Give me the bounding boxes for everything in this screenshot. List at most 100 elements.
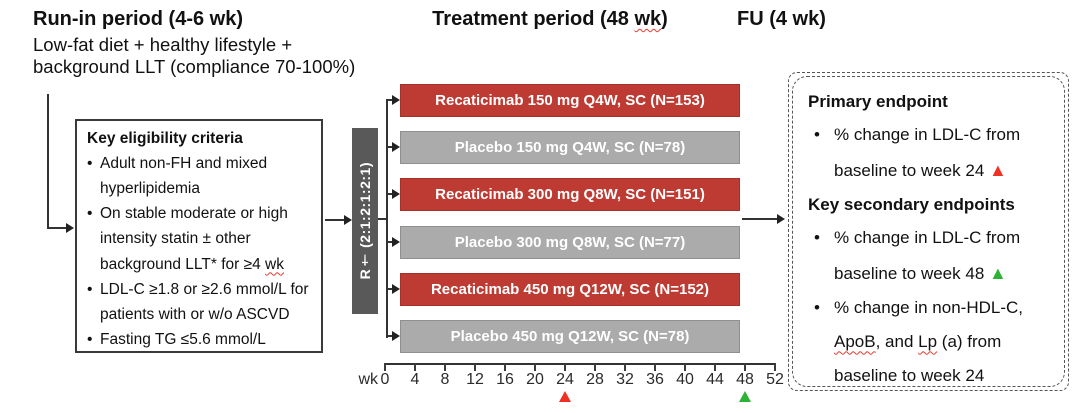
bullet-icon: •	[87, 155, 93, 173]
follow-up-title: FU (4 wk)	[737, 8, 826, 30]
endpoint-item-text: % change in non-HDL-C, ApoB, and Lp (a) …	[834, 298, 1023, 385]
branch-connector-line	[386, 99, 394, 101]
text-segment: Treatment period (48	[432, 8, 635, 30]
week-axis-unit-label: wk	[358, 371, 378, 388]
axis-tick-label: 32	[616, 371, 634, 388]
endpoint-item-text: % change in LDL-C from baseline to week …	[834, 228, 1020, 283]
axis-tick	[684, 363, 686, 371]
text-segment: Lp	[918, 332, 938, 352]
endpoint-item: • % change in LDL-C from baseline to week…	[808, 118, 1052, 188]
branch-trunk-line	[386, 100, 388, 338]
arrow-right-icon	[344, 215, 352, 225]
axis-tick	[474, 363, 476, 371]
arrow-right-icon	[777, 214, 785, 224]
week-24-triangle-marker	[559, 391, 571, 402]
arrow-right-icon	[392, 142, 400, 152]
arm-label: Placebo 150 mg Q4W, SC (N=78)	[454, 139, 686, 156]
axis-tick-label: 48	[736, 371, 754, 388]
eligibility-item: • Fasting TG ≤5.6 mmol/L	[87, 327, 311, 352]
arrow-right-icon	[392, 95, 400, 105]
eligibility-item: • On stable moderate or high intensity st…	[87, 201, 311, 276]
arrow-right-icon	[392, 189, 400, 199]
arm-label: Recaticimab 300 mg Q8W, SC (N=151)	[435, 186, 705, 203]
arm-label: Recaticimab 450 mg Q12W, SC (N=152)	[430, 281, 710, 298]
placebo-arm-bar: Placebo 300 mg Q8W, SC (N=77)	[400, 226, 740, 259]
treatment-period-title: Treatment period (48 wk)	[390, 8, 710, 31]
branch-connector-line	[386, 241, 394, 243]
treatment-arm-bar: Recaticimab 300 mg Q8W, SC (N=151)	[400, 178, 740, 211]
branch-connector-line	[386, 288, 394, 290]
eligibility-item-text: On stable moderate or high intensity sta…	[100, 205, 288, 272]
eligibility-item: • LDL-C ≥1.8 or ≥2.6 mmol/L for patients …	[87, 277, 311, 327]
eligibility-list: • Adult non-FH and mixed hyperlipidemia • O…	[87, 151, 311, 352]
run-in-connector-line	[47, 227, 67, 229]
endpoint-item: • % change in LDL-C from baseline to week…	[808, 221, 1052, 291]
arrow-right-icon	[392, 331, 400, 341]
axis-tick	[564, 363, 566, 371]
treatment-arm-bar: Recaticimab 450 mg Q12W, SC (N=152)	[400, 273, 740, 306]
branch-connector-line	[386, 193, 394, 195]
text-segment: LDL-C ≥1.8 or ≥2.6 mmol/L for patients w…	[100, 280, 309, 323]
randomization-ratio-label: R† (2:1:2:1:2:1)	[357, 162, 373, 280]
axis-tick	[594, 363, 596, 371]
eligibility-item-text: Fasting TG ≤5.6 mmol/L	[100, 331, 266, 348]
endpoint-section-title: Primary endpoint	[808, 92, 948, 111]
flow-connector-line	[742, 218, 778, 220]
branch-connector-line	[378, 218, 388, 220]
eligibility-item-text: Adult non-FH and mixed hyperlipidemia	[100, 155, 267, 197]
axis-tick	[504, 363, 506, 371]
text-segment: (a) from baseline to week 24	[834, 332, 1002, 386]
treatment-arm-bar: Recaticimab 150 mg Q4W, SC (N=153)	[400, 84, 740, 117]
arm-label: Placebo 450 mg Q12W, SC (N=78)	[450, 328, 690, 345]
run-in-connector-line	[47, 94, 49, 229]
axis-tick-label: 36	[646, 371, 664, 388]
axis-tick-label: 8	[440, 371, 450, 388]
bullet-icon: •	[87, 280, 93, 298]
placebo-arm-bar: Placebo 450 mg Q12W, SC (N=78)	[400, 320, 740, 353]
axis-tick-label: 20	[526, 371, 544, 388]
eligibility-item-text: LDL-C ≥1.8 or ≥2.6 mmol/L for patients w…	[100, 281, 309, 323]
text-segment: % change in LDL-C from baseline to week …	[834, 228, 1021, 284]
axis-tick-label: 4	[410, 371, 420, 388]
axis-tick-label: 44	[706, 371, 724, 388]
eligibility-title: Key eligibility criteria	[87, 130, 243, 147]
axis-tick	[714, 363, 716, 371]
axis-tick-label: 24	[556, 371, 574, 388]
bullet-icon: •	[87, 330, 93, 348]
run-in-period-title: Run-in period (4-6 wk)	[33, 8, 243, 30]
endpoint-item: • % change in non-HDL-C, ApoB, and Lp (a)…	[808, 291, 1052, 393]
axis-tick-label: 40	[676, 371, 694, 388]
run-in-period-subtitle: Low-fat diet + healthy lifestyle + backg…	[33, 34, 356, 78]
text-segment: % change in non-HDL-C,	[834, 298, 1023, 318]
placebo-arm-bar: Placebo 150 mg Q4W, SC (N=78)	[400, 131, 740, 164]
eligibility-item: • Adult non-FH and mixed hyperlipidemia	[87, 151, 311, 201]
axis-tick	[624, 363, 626, 371]
text-segment: Adult non-FH and mixed hyperlipidemia	[100, 155, 268, 198]
bullet-icon: •	[814, 228, 820, 248]
text-segment: )	[661, 8, 668, 30]
axis-tick	[744, 363, 746, 371]
week-axis-line	[384, 363, 776, 365]
bullet-icon: •	[814, 125, 820, 145]
axis-tick-label: 28	[586, 371, 604, 388]
text-segment: , and	[875, 332, 919, 352]
arrow-right-icon	[392, 284, 400, 294]
text-segment: ApoB	[834, 332, 876, 352]
flow-connector-line	[325, 219, 345, 221]
endpoints-box: Primary endpoint • % change in LDL-C from …	[788, 72, 1069, 391]
axis-tick	[654, 363, 656, 371]
axis-tick	[444, 363, 446, 371]
randomization-bar: R† (2:1:2:1:2:1)	[352, 128, 378, 314]
axis-tick-label: 0	[380, 371, 390, 388]
endpoints-box-inner: Primary endpoint • % change in LDL-C from …	[792, 76, 1065, 387]
branch-connector-line	[386, 335, 394, 337]
text-segment: On stable moderate or high intensity sta…	[100, 205, 288, 273]
arm-label: Placebo 300 mg Q8W, SC (N=77)	[454, 234, 686, 251]
arrow-right-icon	[66, 223, 74, 233]
triangle-marker-glyph: ▲	[989, 160, 1007, 181]
text-segment: wk	[265, 255, 284, 273]
arrow-right-icon	[392, 237, 400, 247]
axis-tick-label: 16	[496, 371, 514, 388]
triangle-marker-glyph: ▲	[989, 263, 1007, 284]
